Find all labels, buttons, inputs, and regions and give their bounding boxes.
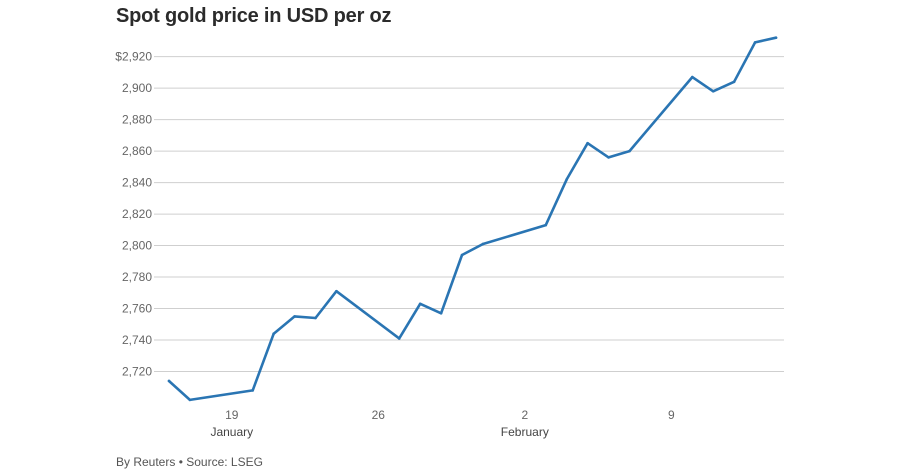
x-tick-label: 9 — [668, 408, 675, 422]
x-tick-month-label: January — [210, 425, 253, 439]
data-point — [188, 398, 192, 402]
x-tick-label: 19 — [225, 408, 239, 422]
y-tick-label: 2,820 — [122, 207, 152, 221]
data-point — [293, 315, 296, 318]
price-line — [167, 36, 778, 402]
y-tick-label: 2,740 — [122, 333, 152, 347]
y-tick-label: 2,860 — [122, 144, 152, 158]
y-tick-label: 2,800 — [122, 239, 152, 253]
data-point — [732, 80, 736, 84]
y-tick-label: 2,880 — [122, 113, 152, 127]
data-point — [439, 311, 443, 315]
source-credit: By Reuters • Source: LSEG — [116, 455, 263, 469]
y-tick-label: 2,840 — [122, 176, 152, 190]
x-tick-month-label: February — [501, 425, 549, 439]
y-tick-label: 2,780 — [122, 270, 152, 284]
y-tick-label: 2,900 — [122, 81, 152, 95]
x-axis-tick-labels: 19 January 26 2 February 9 — [210, 408, 675, 439]
y-tick-label: $2,920 — [115, 50, 152, 64]
data-point — [251, 389, 255, 392]
data-point — [753, 41, 757, 44]
data-point — [314, 316, 317, 320]
data-point — [335, 289, 338, 293]
series-layer — [167, 36, 778, 402]
data-point — [565, 178, 568, 181]
y-tick-label: 2,760 — [122, 302, 152, 316]
data-point — [397, 337, 401, 340]
data-point — [711, 89, 715, 93]
data-point — [586, 141, 589, 145]
data-point — [272, 332, 275, 336]
x-tick-label: 26 — [372, 408, 386, 422]
y-axis-tick-labels: 2,720 2,740 2,760 2,780 2,800 2,820 2,840 2,860… — [115, 50, 152, 379]
data-point — [544, 223, 548, 227]
y-tick-label: 2,720 — [122, 365, 152, 379]
gridlines — [154, 56, 784, 373]
x-tick-label: 2 — [521, 408, 528, 422]
chart-title: Spot gold price in USD per oz — [116, 5, 392, 27]
data-point — [460, 253, 464, 257]
data-point — [628, 149, 631, 153]
data-point — [774, 36, 778, 40]
data-point — [167, 379, 171, 383]
data-point — [418, 302, 422, 306]
data-point — [690, 75, 694, 79]
data-point — [607, 156, 610, 159]
data-point — [481, 242, 485, 246]
